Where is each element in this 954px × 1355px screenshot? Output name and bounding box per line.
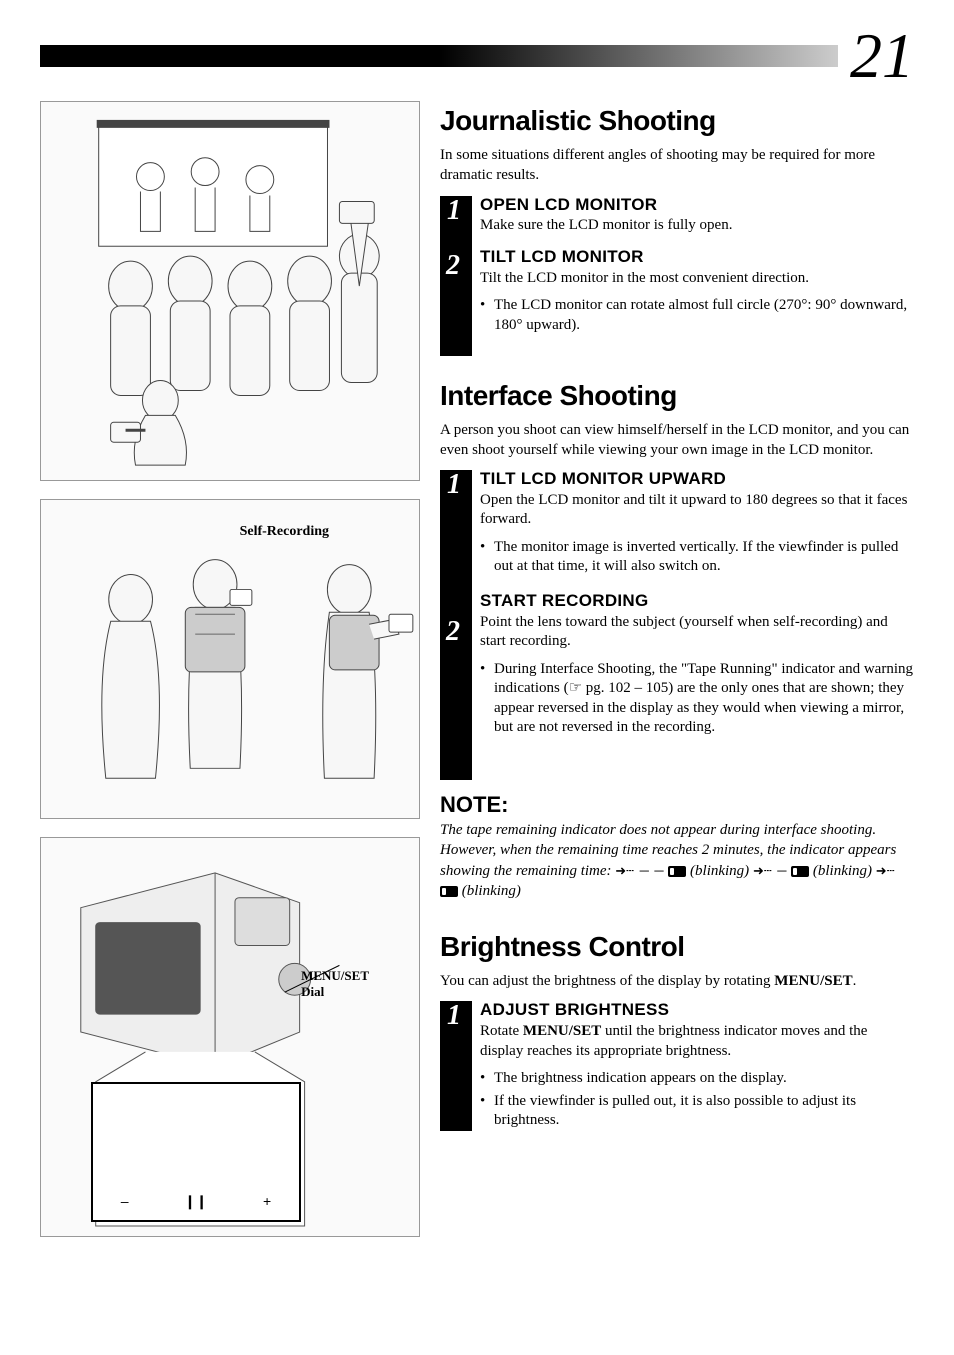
page-columns: Self-Recording (40, 101, 914, 1255)
left-column: Self-Recording (40, 101, 420, 1255)
section1-step1-body: Make sure the LCD monitor is fully open. (480, 216, 914, 236)
brightness-indicator: – ❙❙ + (93, 1193, 299, 1210)
note-body: The tape remaining indicator does not ap… (440, 820, 914, 901)
section3-intro: You can adjust the brightness of the dis… (440, 971, 914, 991)
section3-intro-c: . (853, 973, 857, 989)
section3-step1-bullets: The brightness indication appears on the… (480, 1069, 914, 1131)
section2-step2-bullet1: During Interface Shooting, the "Tape Run… (480, 660, 914, 738)
crowd-illustration-svg (41, 102, 419, 480)
section2-step2-bullets: During Interface Shooting, the "Tape Run… (480, 660, 914, 738)
section2-intro: A person you shoot can view himself/hers… (440, 420, 914, 461)
tape-sequence-1: ➜┄ ─ ─ (615, 863, 686, 878)
section3-title: Brightness Control (440, 931, 914, 963)
section1-step1-title: OPEN LCD MONITOR (480, 196, 914, 215)
note-text-b: (blinking) (462, 883, 521, 899)
section1-step1-num: 1 (447, 197, 461, 225)
self-recording-label: Self-Recording (240, 524, 329, 540)
menu-set-dial-label: MENU/SET Dial (301, 968, 369, 999)
page-header: 21 (40, 30, 914, 81)
section1-step2-body: Tilt the LCD monitor in the most conveni… (480, 269, 914, 289)
section2-steps: 1 TILT LCD MONITOR UPWARD Open the LCD m… (440, 470, 914, 780)
section3-steps: 1 ADJUST BRIGHTNESS Rotate MENU/SET unti… (440, 1001, 914, 1131)
illustration-interface-shooting: Self-Recording (40, 499, 420, 819)
section3-step1-bullet2: If the viewfinder is pulled out, it is a… (480, 1092, 914, 1131)
header-gradient-bar (40, 45, 838, 67)
illustration-crowd-shooting (40, 101, 420, 481)
menu-set-label-line2: Dial (301, 984, 324, 999)
section1-step2-num: 2 (446, 252, 460, 280)
section3-step1-title: ADJUST BRIGHTNESS (480, 1001, 914, 1020)
section3-step1-body-b: MENU/SET (523, 1023, 601, 1039)
right-column: Journalistic Shooting In some situations… (440, 101, 914, 1255)
section3-step1-num: 1 (447, 1002, 461, 1030)
section2-title: Interface Shooting (440, 380, 914, 412)
section2-step1-num: 1 (447, 471, 461, 499)
tape-icon (791, 866, 809, 877)
section1-step2-title: TILT LCD MONITOR (480, 248, 914, 267)
section3-step1-bullet1: The brightness indication appears on the… (480, 1069, 914, 1089)
section2-step2-title: START RECORDING (480, 592, 914, 611)
page-number: 21 (850, 30, 914, 81)
section2-step1-bullet1: The monitor image is inverted vertically… (480, 538, 914, 577)
section2-step1-bullets: The monitor image is inverted vertically… (480, 538, 914, 577)
section1-title: Journalistic Shooting (440, 105, 914, 137)
section2-step2-num: 2 (446, 618, 460, 646)
interface-illustration-svg (41, 500, 419, 818)
illustration-camera-menu-set: MENU/SET Dial – ❙❙ + (40, 837, 420, 1237)
section1-steps: 1 OPEN LCD MONITOR Make sure the LCD mon… (440, 196, 914, 356)
section1-intro: In some situations different angles of s… (440, 145, 914, 186)
brightness-minus: – (121, 1193, 129, 1210)
brightness-display-box: – ❙❙ + (91, 1082, 301, 1222)
brightness-plus: + (263, 1193, 271, 1210)
tape-sequence-2: ➜┄ ─ (753, 863, 809, 878)
section1-step2-bullet1: The LCD monitor can rotate almost full c… (480, 296, 914, 335)
tape-icon (440, 886, 458, 897)
section2-step1-body: Open the LCD monitor and tilt it upward … (480, 491, 914, 530)
section3-step1-body-a: Rotate (480, 1023, 523, 1039)
menu-set-label-line1: MENU/SET (301, 968, 369, 983)
tape-icon (668, 866, 686, 877)
section1-step2-bullets: The LCD monitor can rotate almost full c… (480, 296, 914, 335)
section3-step1-body: Rotate MENU/SET until the brightness ind… (480, 1022, 914, 1061)
note-blinking-2: (blinking) (813, 863, 876, 879)
section2-step2-body: Point the lens toward the subject (yours… (480, 613, 914, 652)
note-blinking-1: (blinking) (690, 863, 753, 879)
brightness-bars: ❙❙ (184, 1193, 207, 1210)
note-title: NOTE: (440, 792, 914, 818)
section2-step1-title: TILT LCD MONITOR UPWARD (480, 470, 914, 489)
section3-intro-b: MENU/SET (774, 973, 852, 989)
section3-intro-a: You can adjust the brightness of the dis… (440, 973, 774, 989)
